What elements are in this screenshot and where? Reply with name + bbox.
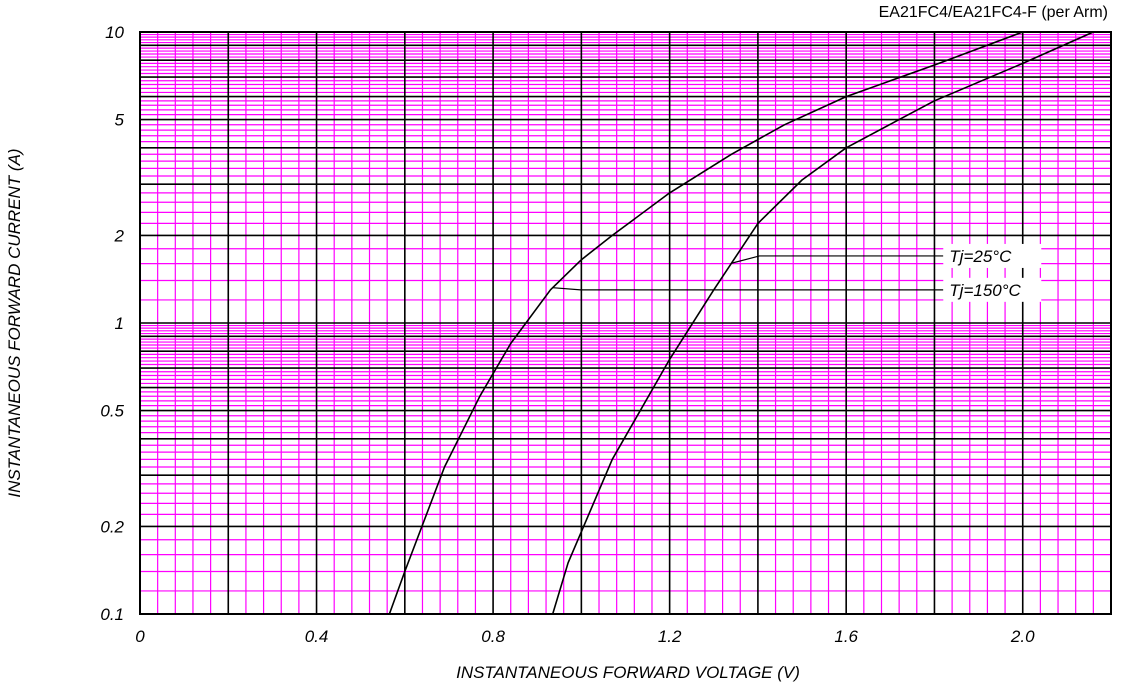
major-grid	[139, 31, 1112, 615]
annotation-leader	[552, 287, 944, 291]
chart-title: EA21FC4/EA21FC4-F (per Arm)	[879, 4, 1108, 21]
y-tick-label: 0.5	[100, 402, 124, 421]
annotation-background	[943, 277, 1042, 302]
x-axis-label: INSTANTANEOUS FORWARD VOLTAGE (V)	[456, 663, 800, 682]
annotation-background	[943, 243, 1042, 268]
x-tick-label: 2.0	[1010, 627, 1035, 646]
y-tick-label: 0.2	[100, 517, 124, 536]
curves	[388, 31, 1094, 615]
y-tick-label: 1	[115, 314, 124, 333]
y-axis-label: INSTANTANEOUS FORWARD CURRENT (A)	[5, 148, 24, 497]
x-tick-label: 1.6	[834, 627, 858, 646]
y-tick-labels: 0.1 0.2 0.5 1 2 5 10	[100, 23, 124, 624]
y-tick-label: 0.1	[100, 605, 124, 624]
x-tick-label: 1.2	[658, 627, 682, 646]
series-line	[388, 31, 1023, 615]
x-tick-label: 0.8	[481, 627, 505, 646]
x-tick-labels: 0 0.4 0.8 1.2 1.6 2.0	[135, 627, 1035, 646]
annotation-label: Tj=150°C	[949, 281, 1021, 300]
y-tick-label: 10	[105, 23, 124, 42]
y-tick-label: 2	[114, 226, 125, 245]
x-tick-label: 0.4	[305, 627, 329, 646]
y-tick-label: 5	[115, 111, 125, 130]
plot-frame	[139, 31, 1112, 615]
annotation-leader	[731, 255, 944, 264]
x-tick-label: 0	[135, 627, 145, 646]
curve-annotations: Tj=25°C Tj=150°C	[552, 243, 1042, 302]
series-line	[551, 31, 1094, 615]
annotation-label: Tj=25°C	[949, 247, 1012, 266]
